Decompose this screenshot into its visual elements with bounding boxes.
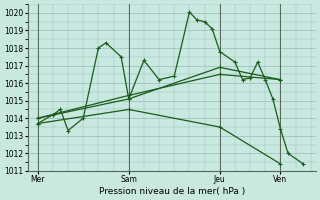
X-axis label: Pression niveau de la mer( hPa ): Pression niveau de la mer( hPa ) bbox=[99, 187, 245, 196]
